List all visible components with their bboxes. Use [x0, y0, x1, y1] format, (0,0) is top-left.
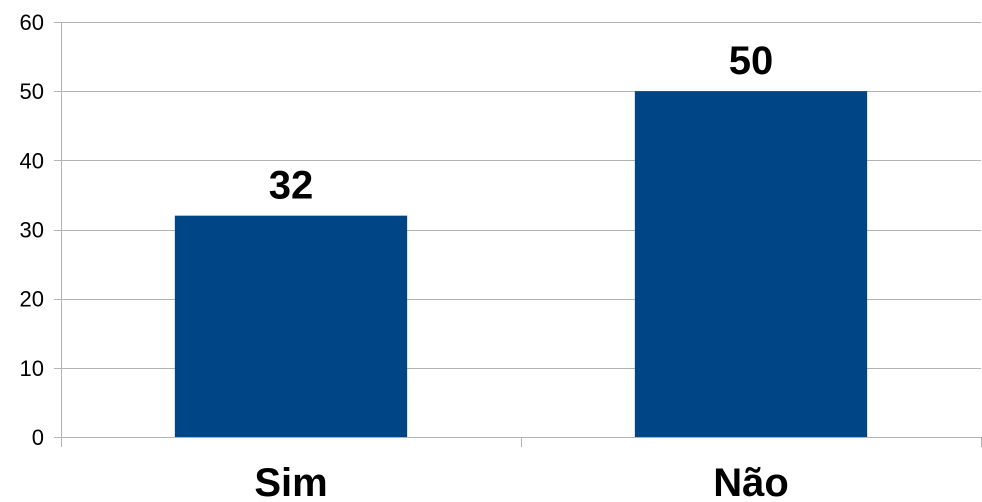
y-tick-label-20: 20	[20, 287, 44, 312]
y-tick-label-10: 10	[20, 356, 44, 381]
bar-sim	[174, 215, 408, 437]
y-tick-label-40: 40	[20, 148, 44, 173]
data-label-não: 50	[729, 39, 774, 83]
data-label-sim: 32	[269, 164, 314, 208]
bars	[174, 91, 868, 438]
y-tick-label-0: 0	[32, 425, 44, 450]
x-tick-label-sim: Sim	[254, 461, 327, 502]
x-axis-ticks: Sim Não	[254, 461, 788, 502]
y-tick-label-60: 60	[20, 10, 44, 35]
y-tick-label-30: 30	[20, 218, 44, 243]
y-tick-label-50: 50	[20, 79, 44, 104]
bar-não	[634, 91, 868, 438]
y-axis-ticks: 0 10 20 30 40 50 60	[20, 10, 44, 450]
x-tick-label-não: Não	[713, 461, 789, 502]
data-labels: 32 50	[269, 39, 774, 208]
